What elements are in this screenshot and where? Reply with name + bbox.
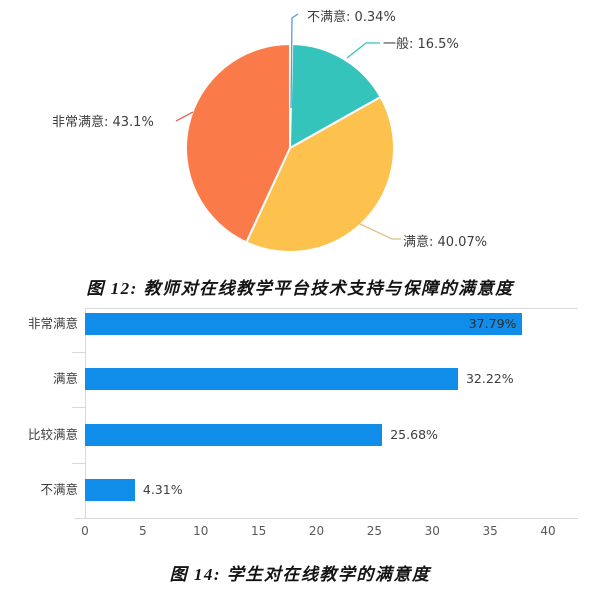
bar-满意: [85, 368, 458, 391]
x-tick-label-5: 5: [139, 524, 147, 538]
bar-chart: 非常满意 37.79% 满意 32.22% 比较满意 25.68% 不满意 4.31% 0 5 10…: [0, 296, 600, 546]
x-tick-label-15: 15: [250, 524, 267, 538]
pie-slice-满意: [244, 95, 395, 253]
value-label-比较满意: 25.68%: [390, 426, 438, 442]
x-tick-label-20: 20: [308, 524, 325, 538]
value-label-不满意: 4.31%: [142, 482, 183, 498]
category-label-比较满意: 比较满意: [27, 426, 78, 442]
y-axis-tick: [72, 407, 85, 408]
category-label-非常满意: 非常满意: [27, 315, 78, 331]
bar-非常满意: [85, 312, 523, 335]
y-axis-tick: [72, 462, 85, 464]
plot-top-border: [85, 308, 578, 309]
y-axis-line: [85, 308, 86, 518]
value-label-满意: 32.22%: [465, 371, 514, 387]
pie-leader-line-非常满意: [175, 111, 194, 122]
bar-比较满意: [85, 423, 383, 446]
x-axis-line: [75, 518, 578, 519]
pie-slice-非常满意: [185, 42, 292, 244]
category-label-不满意: 不满意: [40, 482, 78, 498]
x-tick-label-40: 40: [540, 524, 556, 538]
x-tick-label-25: 25: [366, 524, 383, 538]
value-label-非常满意: 37.79%: [468, 315, 517, 331]
pie-label-非常满意: 非常满意: 43.1%: [52, 114, 154, 130]
figure-12-caption: 图 12: 教师对在线教学平台技术支持与保障的满意度: [86, 279, 514, 298]
pie-label-一般: 一般: 16.5%: [383, 36, 459, 52]
pie-label-不满意: 不满意: 0.34%: [307, 9, 396, 25]
pie-leader-line-一般: [346, 42, 380, 59]
category-label-满意: 满意: [52, 371, 78, 387]
pie-leader-line-不满意: [290, 13, 299, 109]
pie-label-满意: 满意: 40.07%: [403, 234, 487, 250]
pie-chart: 不满意: 0.34% 一般: 16.5% 满意: 40.07% 非常满意: 43.1%: [52, 9, 487, 253]
x-tick-label-0: 0: [81, 524, 89, 538]
x-tick-label-35: 35: [482, 524, 498, 538]
y-axis-tick: [72, 351, 85, 353]
pie-leader-line-满意: [357, 222, 401, 240]
figure-14-caption: 图 14: 学生对在线教学的满意度: [169, 565, 431, 584]
bar-不满意: [85, 479, 135, 502]
pie-slice-一般: [288, 42, 382, 150]
x-tick-label-10: 10: [193, 524, 209, 538]
x-tick-label-30: 30: [424, 524, 440, 538]
